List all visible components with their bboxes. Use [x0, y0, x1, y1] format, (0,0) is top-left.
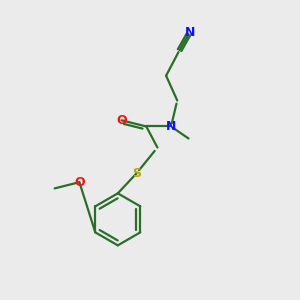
Text: N: N [166, 120, 176, 133]
Text: N: N [184, 26, 195, 39]
Text: S: S [132, 167, 141, 180]
Text: O: O [116, 114, 127, 127]
Text: O: O [74, 176, 85, 189]
